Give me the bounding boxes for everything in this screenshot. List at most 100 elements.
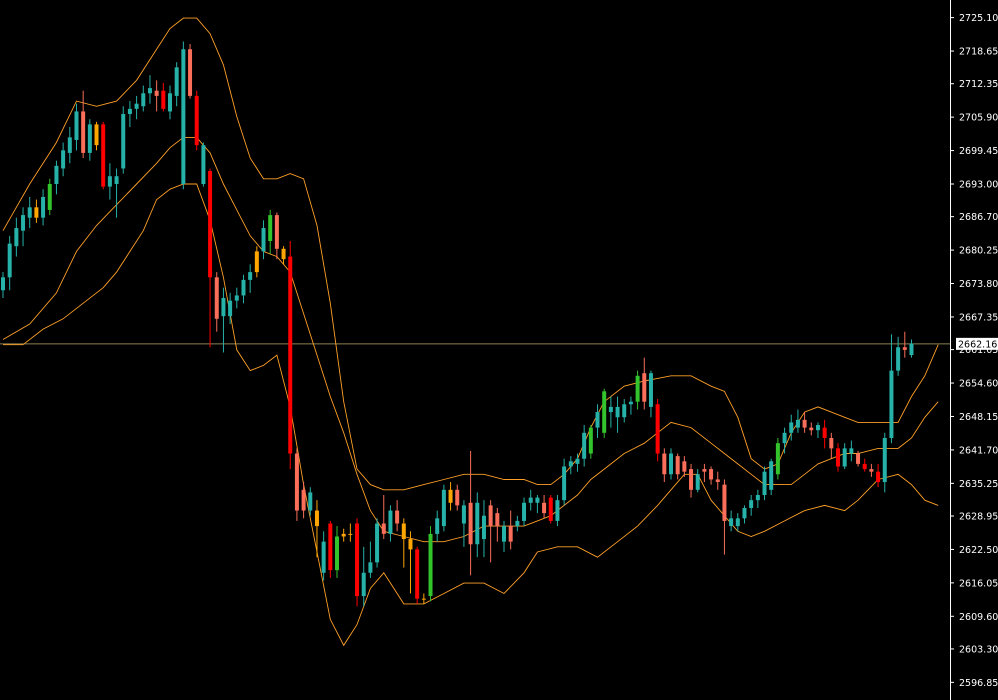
candle-body [421,598,426,600]
candle [542,495,547,519]
candle-body [261,228,266,252]
candle-body [228,300,233,317]
candle-body [121,114,126,169]
candle [34,199,39,223]
candle-body [74,111,79,140]
candle [168,85,172,120]
candle-body [675,456,680,475]
candle [308,487,313,516]
candle [595,404,600,438]
candle [856,450,861,467]
candle-body [361,572,366,597]
candle [582,425,587,467]
candle [735,513,740,532]
candle [188,44,193,99]
candle-body [87,124,92,153]
candle-body [689,469,694,490]
candle-body [495,513,500,527]
candle [54,160,59,195]
candle-body [742,507,747,519]
candle [67,126,72,164]
candle [288,241,293,470]
candle [14,217,19,257]
candle-body [368,562,373,573]
candle-body [648,373,653,407]
candle [21,207,26,247]
candle [368,541,373,578]
candle [41,189,46,226]
candle [408,531,413,594]
candle [695,469,700,493]
candle-body [588,427,593,454]
candle-body [535,497,540,503]
price-tick-label: 2725.10 [959,13,998,24]
candle [809,422,814,436]
candle [635,370,640,410]
candle-body [622,404,627,418]
bollinger-lower-band [3,183,939,647]
current-price-label: 2662.16 [958,339,997,350]
candle [896,336,901,376]
candle [461,500,466,547]
candle [702,463,707,483]
candle-body [842,448,847,467]
candle-body [395,510,400,524]
candle-body [568,461,573,467]
candle-body [508,526,513,542]
candle-body [642,373,647,402]
candle [7,235,12,291]
candle [268,209,273,254]
candle-body [301,489,306,511]
candle [615,396,620,433]
candle-body [755,495,760,501]
price-tick-label: 2667.35 [959,312,998,323]
candle-body [662,453,667,475]
current-price-tag [956,337,998,350]
candle [47,178,52,216]
candle [628,396,633,415]
candle [181,41,186,190]
candle-body [809,427,814,431]
candle-body [836,448,840,467]
candle [782,427,787,454]
price-tick-label: 2603.30 [959,644,998,655]
candle [836,443,840,472]
candle-body [575,458,580,464]
candle [869,463,874,477]
candle [662,448,667,483]
candle [876,463,881,488]
candle [775,437,780,480]
price-tick-label: 2641.70 [959,445,998,456]
candle-body [154,90,159,96]
candle [348,523,353,542]
candle [769,458,774,496]
candle [114,168,119,218]
candle-body [7,243,12,278]
candle-body [174,67,179,96]
price-tick-label: 2622.50 [959,545,998,556]
candle-body [856,453,861,464]
candle [795,409,800,433]
candle [849,440,854,462]
candle [502,520,506,553]
price-tick-label: 2680.25 [959,246,998,257]
candle [488,500,493,563]
candle-body [795,419,800,428]
candle-body [134,103,139,109]
candle [729,510,734,532]
candle-body [448,489,453,503]
candle [341,528,346,542]
candle [101,121,106,190]
candle [448,482,453,511]
candle [475,492,480,558]
candle-body [468,502,473,545]
candle [314,500,319,558]
candle-body [655,404,660,454]
price-tick-label: 2693.00 [959,180,998,191]
candle-body [802,419,807,428]
candle-body [388,510,393,534]
candle-body [749,500,754,508]
candle [682,456,687,477]
candle-body [428,533,433,597]
